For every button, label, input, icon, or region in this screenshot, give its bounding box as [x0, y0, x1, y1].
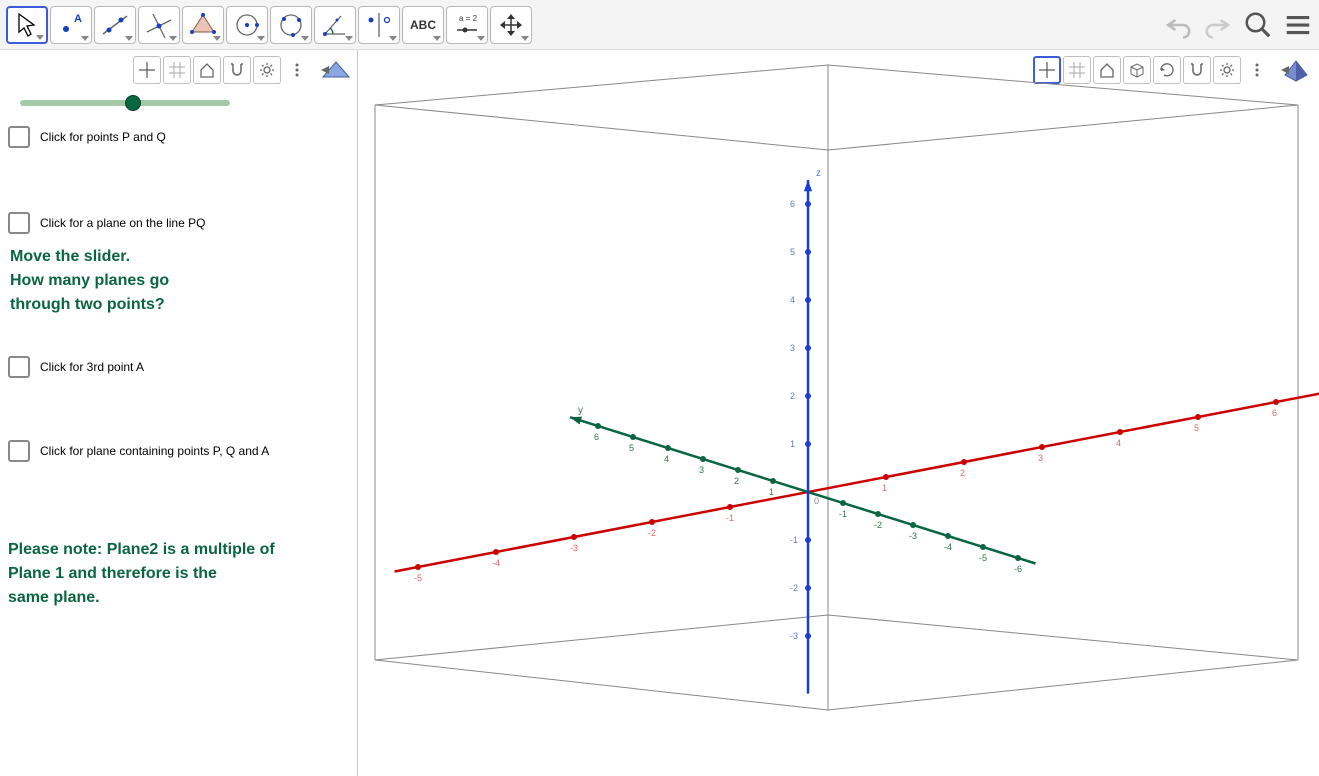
- tool-angle[interactable]: [314, 6, 356, 44]
- svg-text:z: z: [816, 168, 821, 179]
- svg-text:1: 1: [882, 483, 887, 493]
- svg-text:-1: -1: [839, 509, 847, 519]
- slider-track[interactable]: [20, 100, 230, 106]
- svg-text:5: 5: [790, 247, 795, 257]
- snap-2d[interactable]: [223, 56, 251, 84]
- tool-conic[interactable]: [270, 6, 312, 44]
- text-label: ABC: [410, 18, 436, 32]
- axes-toggle-2d[interactable]: [133, 56, 161, 84]
- checkbox-points-pq[interactable]: [8, 126, 30, 148]
- svg-text:2: 2: [960, 468, 965, 478]
- check2-label: Click for a plane on the line PQ: [40, 216, 205, 230]
- svg-text:y: y: [578, 405, 583, 416]
- tool-move-view[interactable]: [490, 6, 532, 44]
- graphics-2d-panel: Click for points P and Q Click for a pla…: [0, 50, 358, 776]
- svg-text:5: 5: [629, 443, 634, 453]
- svg-text:0: 0: [814, 496, 819, 506]
- more-2d[interactable]: [283, 56, 311, 84]
- tool-text[interactable]: ABC: [402, 6, 444, 44]
- grid-toggle-2d[interactable]: [163, 56, 191, 84]
- tool-line[interactable]: [94, 6, 136, 44]
- svg-text:2: 2: [790, 391, 795, 401]
- svg-text:-2: -2: [874, 520, 882, 530]
- svg-text:6: 6: [594, 432, 599, 442]
- svg-text:4: 4: [664, 454, 669, 464]
- instruction-text: Move the slider. How many planes go thro…: [10, 245, 169, 317]
- svg-text:A: A: [74, 13, 82, 25]
- check1-label: Click for points P and Q: [40, 130, 166, 144]
- slider-thumb[interactable]: [125, 95, 141, 111]
- tool-perpendicular[interactable]: [138, 6, 180, 44]
- svg-text:-4: -4: [944, 542, 952, 552]
- checkbox-plane-pq[interactable]: [8, 212, 30, 234]
- search-icon[interactable]: [1243, 10, 1273, 40]
- tool-move[interactable]: [6, 6, 48, 44]
- svg-text:-2: -2: [790, 583, 798, 593]
- svg-text:-2: -2: [648, 528, 656, 538]
- check-row-2: Click for a plane on the line PQ: [8, 212, 205, 234]
- check4-label: Click for plane containing points P, Q a…: [40, 444, 269, 458]
- redo-icon[interactable]: [1203, 10, 1233, 40]
- svg-text:2: 2: [734, 476, 739, 486]
- check-row-4: Click for plane containing points P, Q a…: [8, 440, 269, 462]
- svg-text:-3: -3: [570, 543, 578, 553]
- note-text: Please note: Plane2 is a multiple of Pla…: [8, 538, 275, 610]
- view2d-icon[interactable]: [321, 57, 351, 83]
- svg-text:1: 1: [790, 439, 795, 449]
- checkbox-point-a[interactable]: [8, 356, 30, 378]
- check-row-1: Click for points P and Q: [8, 126, 166, 148]
- svg-text:-6: -6: [1014, 564, 1022, 574]
- tool-buttons: A ABC: [6, 6, 532, 44]
- svg-text:4: 4: [790, 295, 795, 305]
- svg-text:3: 3: [699, 465, 704, 475]
- svg-text:3: 3: [790, 343, 795, 353]
- graphics-3d-panel[interactable]: x-5-4-3-2-11234567y-6-5-4-3-2-1123456z-3…: [358, 50, 1319, 776]
- svg-text:6: 6: [1272, 408, 1277, 418]
- tool-circle[interactable]: [226, 6, 268, 44]
- check3-label: Click for 3rd point A: [40, 360, 144, 374]
- undo-icon[interactable]: [1163, 10, 1193, 40]
- sub-toolbar-2d: [133, 56, 351, 84]
- svg-text:-4: -4: [492, 558, 500, 568]
- svg-text:a = 2: a = 2: [459, 14, 478, 23]
- tool-polygon[interactable]: [182, 6, 224, 44]
- menu-icon[interactable]: [1283, 10, 1313, 40]
- svg-text:4: 4: [1116, 438, 1121, 448]
- svg-text:-3: -3: [909, 531, 917, 541]
- topbar-right: [1163, 10, 1313, 40]
- main-toolbar: A ABC: [0, 0, 1319, 50]
- svg-text:6: 6: [790, 199, 795, 209]
- svg-text:-5: -5: [979, 553, 987, 563]
- svg-text:5: 5: [1194, 423, 1199, 433]
- svg-text:-3: -3: [790, 631, 798, 641]
- home-2d[interactable]: [193, 56, 221, 84]
- check-row-3: Click for 3rd point A: [8, 356, 144, 378]
- svg-text:-5: -5: [414, 573, 422, 583]
- tool-point[interactable]: A: [50, 6, 92, 44]
- tool-reflect[interactable]: [358, 6, 400, 44]
- 3d-canvas[interactable]: x-5-4-3-2-11234567y-6-5-4-3-2-1123456z-3…: [358, 50, 1319, 776]
- svg-text:-1: -1: [726, 513, 734, 523]
- tool-slider[interactable]: a = 2: [446, 6, 488, 44]
- content-area: Click for points P and Q Click for a pla…: [0, 50, 1319, 776]
- checkbox-plane-pqa[interactable]: [8, 440, 30, 462]
- svg-text:1: 1: [769, 487, 774, 497]
- svg-text:3: 3: [1038, 453, 1043, 463]
- svg-text:-1: -1: [790, 535, 798, 545]
- settings-2d[interactable]: [253, 56, 281, 84]
